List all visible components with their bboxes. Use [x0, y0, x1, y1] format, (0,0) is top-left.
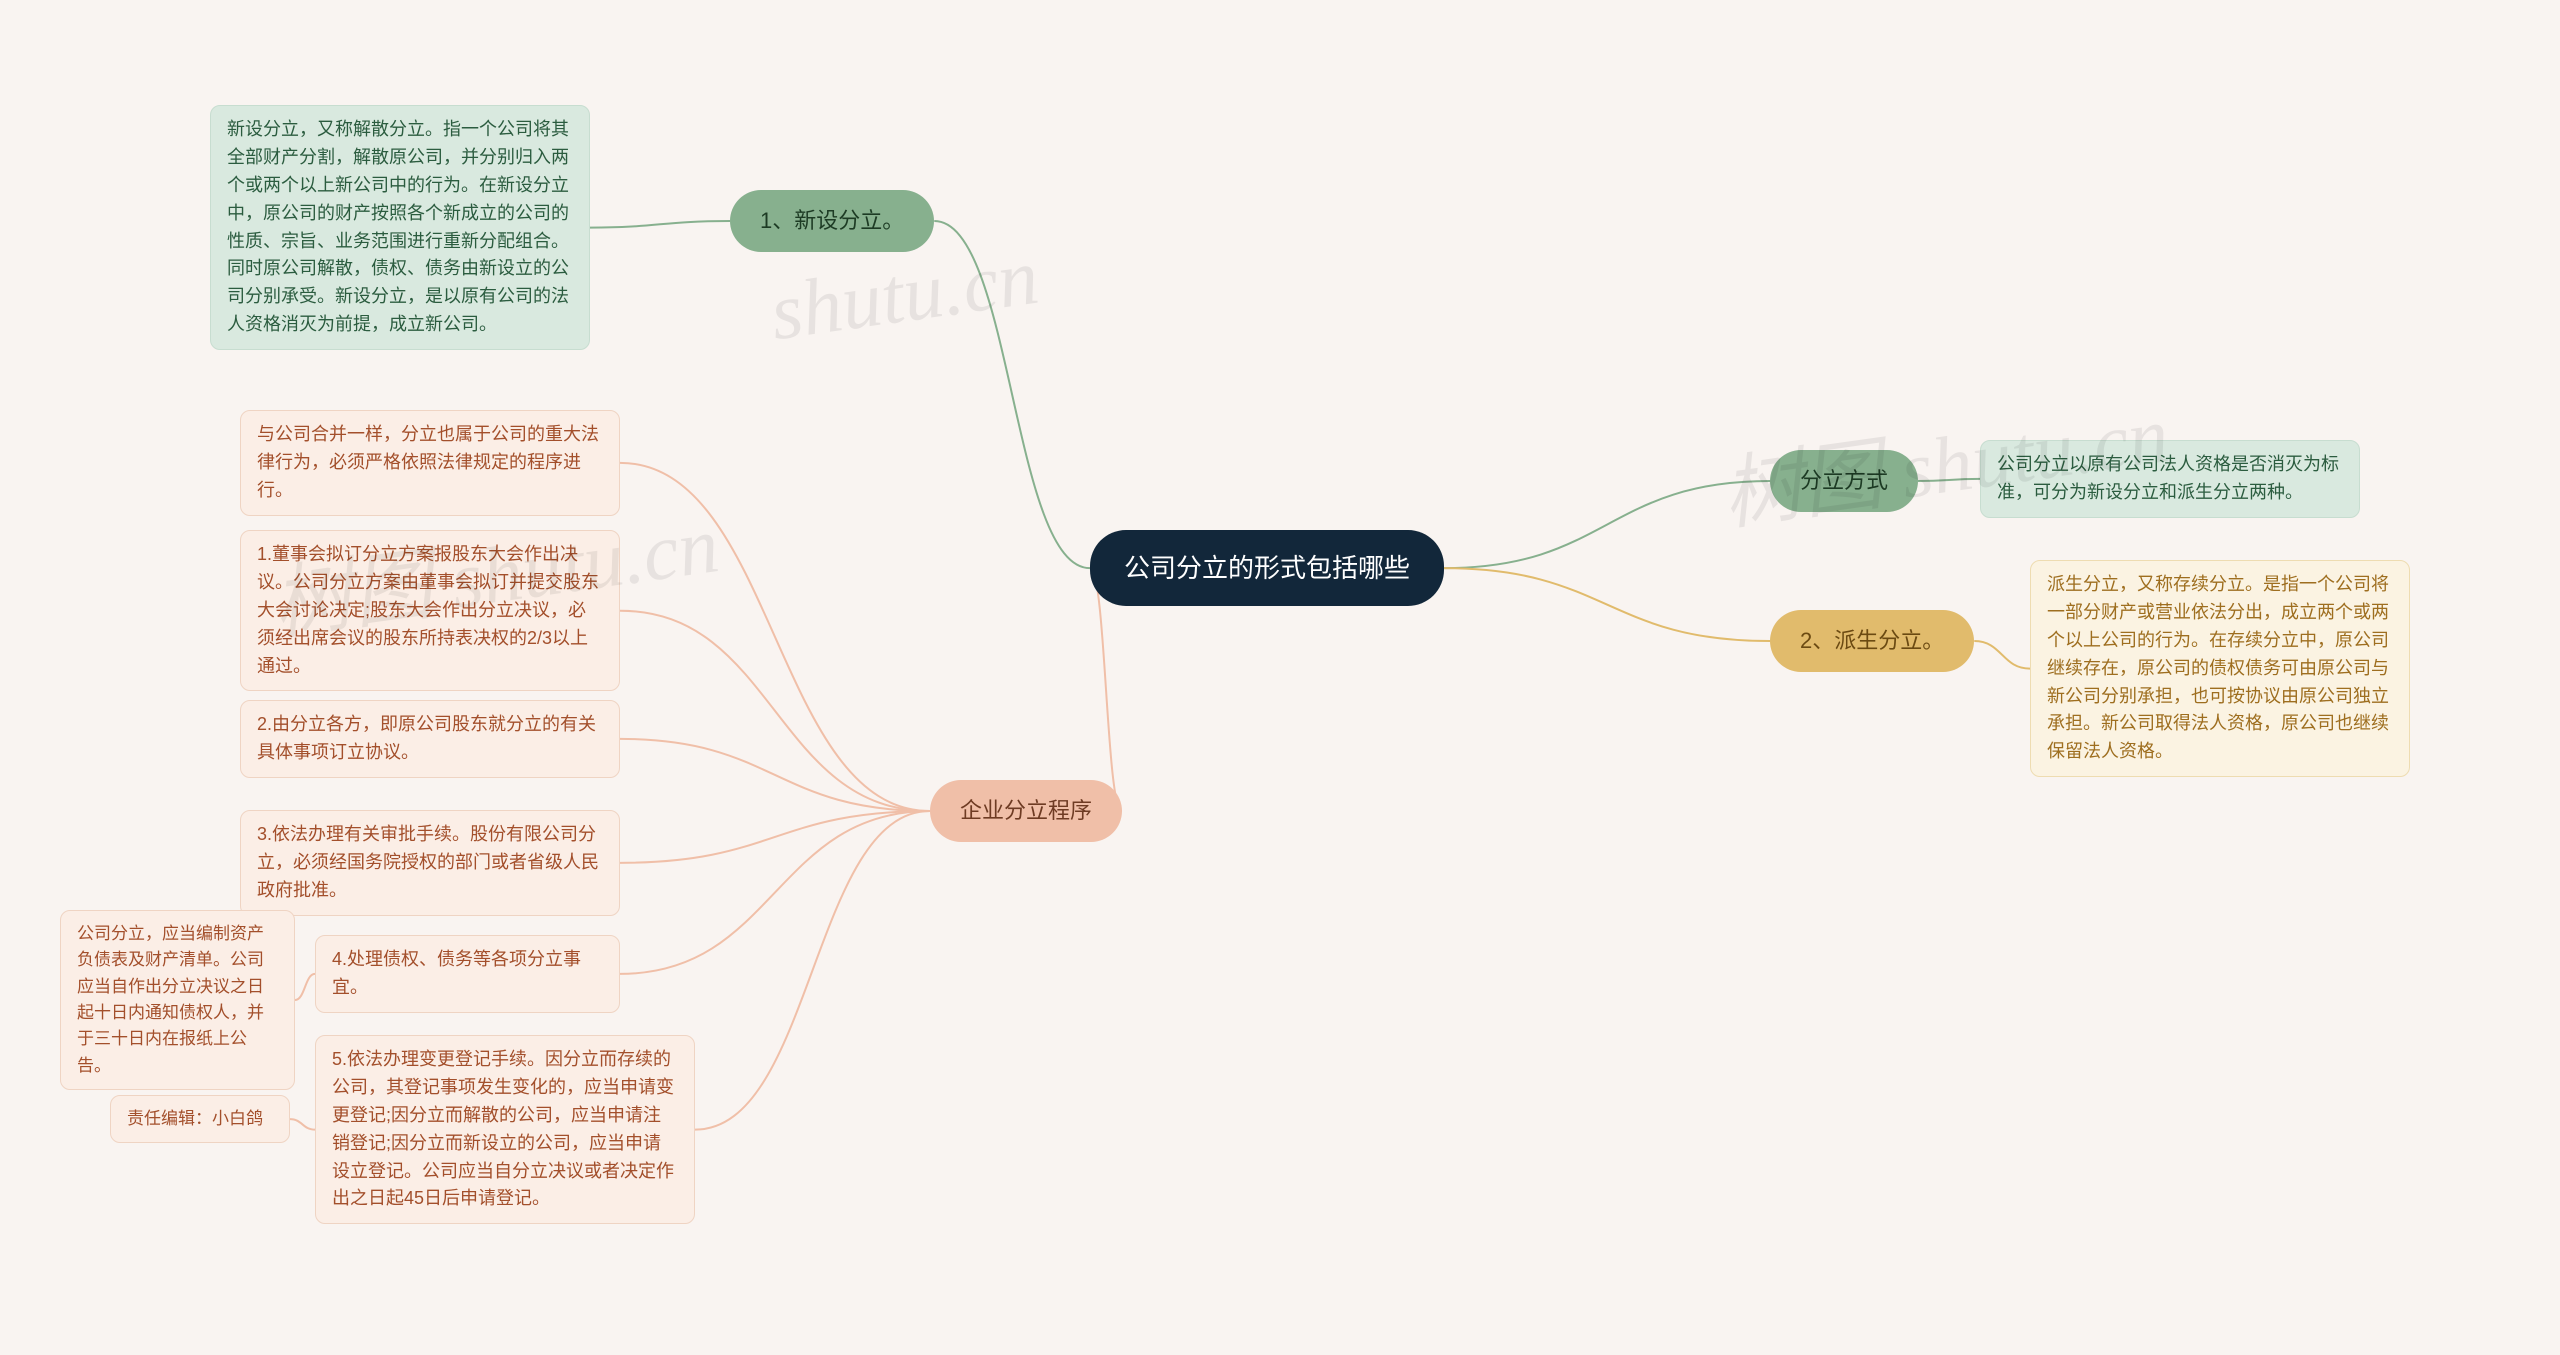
branch-2-detail: 公司分立以原有公司法人资格是否消灭为标准，可分为新设分立和派生分立两种。 [1980, 440, 2360, 518]
branch-3-detail: 派生分立，又称存续分立。是指一个公司将一部分财产或营业依法分出，成立两个或两个以… [2030, 560, 2410, 777]
branch-2-label: 分立方式 [1770, 450, 1918, 512]
branch-1-label: 1、新设分立。 [730, 190, 934, 252]
branch-4-label: 企业分立程序 [930, 780, 1122, 842]
branch-4-item: 5.依法办理变更登记手续。因分立而存续的公司，其登记事项发生变化的，应当申请变更… [315, 1035, 695, 1224]
branch-4-item: 3.依法办理有关审批手续。股份有限公司分立，必须经国务院授权的部门或者省级人民政… [240, 810, 620, 916]
branch-4-subitem: 责任编辑：小白鸽 [110, 1095, 290, 1143]
branch-4-item: 1.董事会拟订分立方案报股东大会作出决议。公司分立方案由董事会拟订并提交股东大会… [240, 530, 620, 691]
branch-1-detail: 新设分立，又称解散分立。指一个公司将其全部财产分割，解散原公司，并分别归入两个或… [210, 105, 590, 350]
branch-4-subitem: 公司分立，应当编制资产负债表及财产清单。公司应当自作出分立决议之日起十日内通知债… [60, 910, 295, 1090]
branch-4-item: 与公司合并一样，分立也属于公司的重大法律行为，必须严格依照法律规定的程序进行。 [240, 410, 620, 516]
branch-3-label: 2、派生分立。 [1770, 610, 1974, 672]
center-node: 公司分立的形式包括哪些 [1090, 530, 1444, 606]
branch-4-item: 4.处理债权、债务等各项分立事宜。 [315, 935, 620, 1013]
branch-4-item: 2.由分立各方，即原公司股东就分立的有关具体事项订立协议。 [240, 700, 620, 778]
